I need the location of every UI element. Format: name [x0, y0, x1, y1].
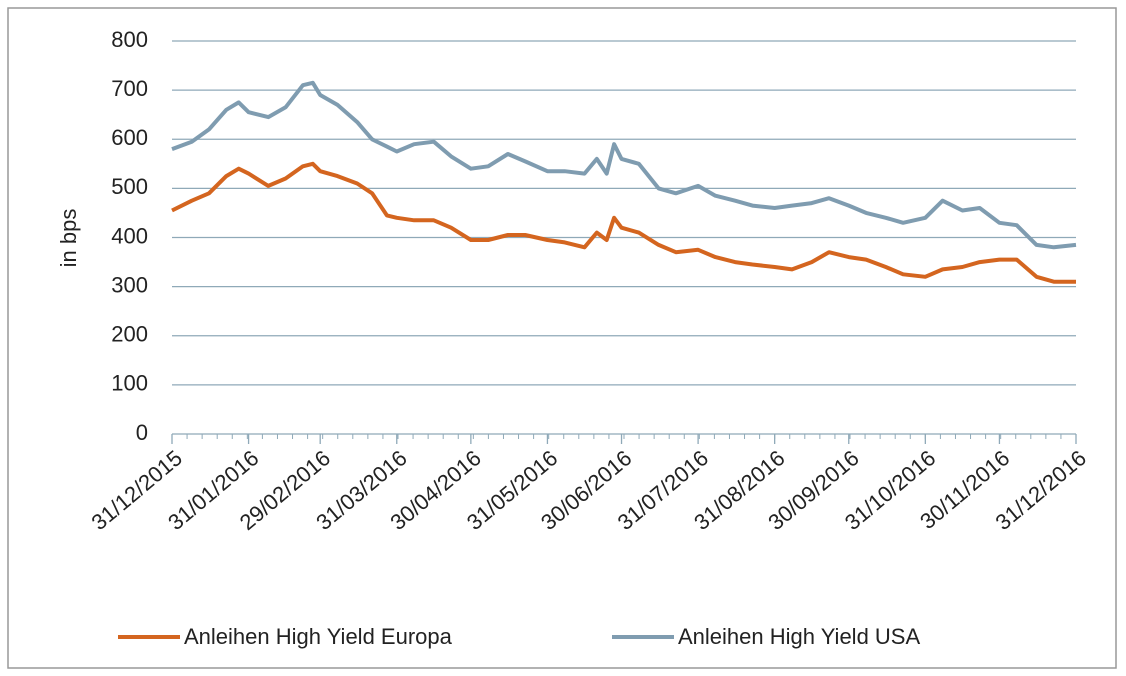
y-tick-label: 400 [111, 223, 148, 248]
y-tick-label: 600 [111, 125, 148, 150]
series-line [171, 161, 1076, 284]
y-tick-label: 100 [111, 371, 148, 396]
y-tick-label: 0 [136, 420, 148, 445]
legend-label: Anleihen High Yield USA [678, 624, 920, 649]
legend-label: Anleihen High Yield Europa [184, 624, 453, 649]
y-tick-label: 300 [111, 272, 148, 297]
y-tick-label: 700 [111, 76, 148, 101]
y-tick-label: 200 [111, 322, 148, 347]
y-tick-label: 800 [111, 27, 148, 52]
y-tick-label: 500 [111, 174, 148, 199]
series-line [171, 80, 1077, 250]
y-axis-label: in bps [56, 209, 81, 268]
chart-frame [7, 7, 1117, 669]
